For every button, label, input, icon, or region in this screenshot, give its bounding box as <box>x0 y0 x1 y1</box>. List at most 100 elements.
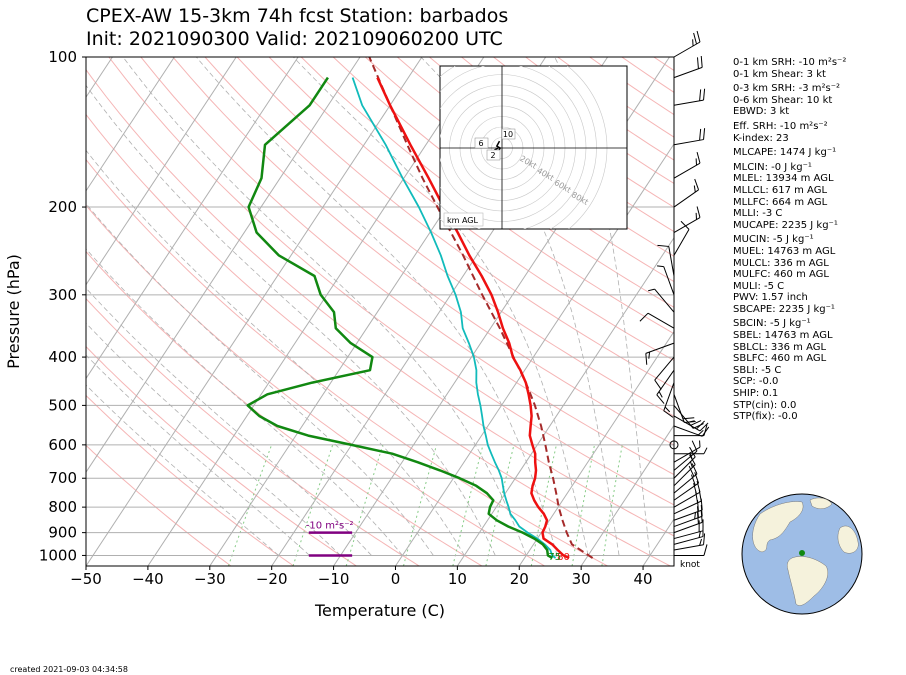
wind-barb <box>673 510 703 534</box>
barb-flag <box>690 420 702 426</box>
barb-flag <box>696 151 701 164</box>
isotherm <box>580 424 674 566</box>
dry-adiabat <box>86 345 357 566</box>
mixing-ratio-line <box>452 444 484 566</box>
moist-adiabat <box>86 322 341 556</box>
dry-adiabat <box>86 250 483 566</box>
moist-adiabat <box>420 57 620 556</box>
barb-flag <box>689 454 696 465</box>
hodograph-height-label: 2 <box>490 151 495 160</box>
moist-adiabat <box>86 248 403 556</box>
barb-flag <box>664 406 671 413</box>
x-tick-label: −20 <box>256 570 288 588</box>
hodograph-height-box <box>474 137 489 149</box>
barb-staff <box>654 356 675 381</box>
wind-barb <box>674 424 708 437</box>
index-line: SBEL: 14763 m AGL <box>733 330 833 342</box>
wind-barb <box>673 415 709 432</box>
barb-staff <box>647 312 675 329</box>
barb-staff <box>673 139 704 146</box>
barb-flag <box>691 463 698 475</box>
index-line: MLLCL: 617 m AGL <box>733 184 828 196</box>
dry-adiabat <box>86 394 294 566</box>
index-line: PWV: 1.57 inch <box>733 292 808 304</box>
hodograph-height-box <box>486 149 501 161</box>
dry-adiabat <box>300 57 674 335</box>
index-line: MUEL: 14763 m AGL <box>733 245 836 257</box>
y-tick-label: 200 <box>48 198 77 216</box>
barb-staff <box>673 521 703 534</box>
index-line: 0-3 km SRH: -3 m²s⁻² <box>733 83 840 95</box>
plot-area <box>86 57 674 566</box>
index-line: MLCAPE: 1474 J kg⁻¹ <box>733 147 837 159</box>
index-line: SCP: -0.0 <box>733 376 779 388</box>
barb-flag <box>703 544 708 556</box>
wind-barb <box>654 356 675 390</box>
wind-barb <box>673 220 690 256</box>
barb-staff <box>673 446 701 463</box>
wind-barb <box>673 128 706 146</box>
index-line: MULFC: 460 m AGL <box>733 269 829 281</box>
dry-adiabat <box>86 297 420 566</box>
barb-flag <box>699 128 702 141</box>
barb-flag <box>639 312 649 322</box>
index-line: 0-1 km Shear: 3 kt <box>733 68 826 80</box>
x-tick-label: −30 <box>194 570 226 588</box>
barb-staff <box>654 288 675 313</box>
barb-flag <box>696 506 699 518</box>
barb-flag <box>703 88 706 101</box>
barb-flag <box>693 185 696 193</box>
barb-staff <box>673 456 696 479</box>
isotherm <box>86 57 299 380</box>
barb-staff <box>673 536 704 545</box>
chart-title-line-2: Init: 2021090300 Valid: 202109060200 UTC <box>86 28 503 50</box>
barb-flag <box>700 504 703 517</box>
globe-africa <box>837 525 859 554</box>
y-tick-label: 400 <box>48 348 77 366</box>
mixing-ratio-line <box>345 444 384 566</box>
barb-staff <box>673 41 701 58</box>
barb-flag <box>699 422 709 432</box>
isotherm <box>518 330 674 566</box>
indices-panel: 0-1 km SRH: -10 m²s⁻² 0-1 km Shear: 3 kt 0… <box>733 57 846 423</box>
wind-barb <box>648 288 675 313</box>
barb-staff <box>673 189 699 208</box>
barb-flag <box>694 472 700 484</box>
barb-staff <box>673 544 704 551</box>
isotherm <box>86 57 361 474</box>
barb-flag <box>703 424 708 436</box>
barb-flag <box>657 265 664 268</box>
wind-barb <box>669 440 679 450</box>
dewpoint-profile <box>246 76 554 560</box>
dry-adiabat <box>268 57 674 362</box>
barb-staff <box>673 99 704 106</box>
dry-adiabat <box>86 444 232 566</box>
hodograph-label: km AGL <box>447 216 479 225</box>
wind-barb <box>673 519 704 540</box>
barb-flag <box>689 446 696 458</box>
wind-barb <box>673 178 700 208</box>
barb-staff <box>673 394 685 423</box>
barb-staff <box>673 425 703 437</box>
y-tick-label: 500 <box>48 396 77 414</box>
index-line: SHIP: 0.1 <box>733 388 779 400</box>
temperature-profile <box>376 77 570 560</box>
mixing-ratio-line <box>530 444 557 566</box>
barb-staff <box>673 217 701 233</box>
surface-temp-label: 80 <box>557 552 570 563</box>
x-tick-label: 20 <box>510 570 529 588</box>
dry-adiabat <box>172 57 674 446</box>
mixing-ratio-line <box>485 444 515 566</box>
index-line: MULCL: 336 m AGL <box>733 257 829 269</box>
barb-flag <box>658 391 663 398</box>
y-tick-label: 700 <box>48 469 77 487</box>
index-line: SBCIN: -5 J kg⁻¹ <box>733 318 811 330</box>
index-line: MULI: -5 C <box>733 280 785 292</box>
mixing-ratio-line <box>227 444 273 566</box>
barb-staff <box>673 482 699 501</box>
hodograph-label-box <box>443 212 484 227</box>
wind-barb <box>673 454 696 487</box>
barb-flag <box>656 394 665 404</box>
barb-flag <box>700 510 703 523</box>
